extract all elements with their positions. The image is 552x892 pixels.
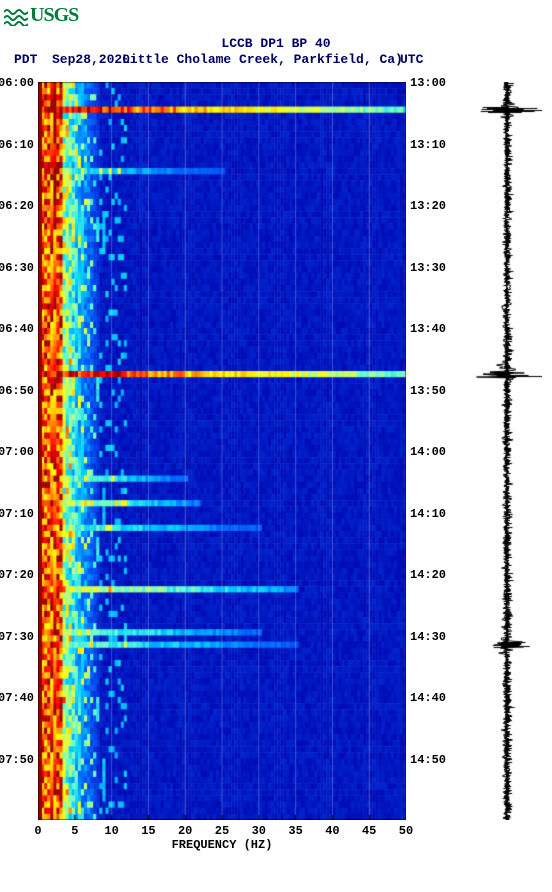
location: Little Cholame Creek, Parkfield, Ca) bbox=[122, 52, 403, 67]
date: Sep28,2020 bbox=[52, 52, 130, 67]
y-label-left: 07:00 bbox=[0, 445, 34, 459]
x-tick-label: 25 bbox=[215, 824, 229, 838]
y-label-right: 13:10 bbox=[410, 138, 446, 152]
y-label-right: 14:40 bbox=[410, 691, 446, 705]
y-label-left: 07:40 bbox=[0, 691, 34, 705]
y-label-right: 14:30 bbox=[410, 630, 446, 644]
waveform-area bbox=[472, 82, 542, 820]
y-label-left: 06:40 bbox=[0, 322, 34, 336]
x-tick-label: 45 bbox=[362, 824, 376, 838]
x-tick-label: 0 bbox=[34, 824, 41, 838]
y-label-left: 07:30 bbox=[0, 630, 34, 644]
y-label-right: 13:30 bbox=[410, 261, 446, 275]
chart-title: LCCB DP1 BP 40 bbox=[0, 36, 552, 51]
spectrogram-canvas bbox=[38, 82, 406, 820]
x-tick-label: 15 bbox=[141, 824, 155, 838]
logo-text: USGS bbox=[30, 4, 78, 27]
y-label-left: 06:10 bbox=[0, 138, 34, 152]
y-label-left: 06:00 bbox=[0, 76, 34, 90]
y-label-right: 14:50 bbox=[410, 753, 446, 767]
y-label-right: 13:50 bbox=[410, 384, 446, 398]
x-tick-label: 50 bbox=[399, 824, 413, 838]
y-label-right: 13:20 bbox=[410, 199, 446, 213]
y-label-left: 07:20 bbox=[0, 568, 34, 582]
waveform-canvas bbox=[472, 82, 542, 820]
usgs-logo: USGS bbox=[4, 4, 78, 27]
y-label-left: 07:10 bbox=[0, 507, 34, 521]
x-tick-label: 30 bbox=[252, 824, 266, 838]
logo-waves-icon bbox=[4, 6, 28, 26]
y-label-right: 14:20 bbox=[410, 568, 446, 582]
y-label-right: 13:40 bbox=[410, 322, 446, 336]
y-label-right: 14:10 bbox=[410, 507, 446, 521]
x-axis-title: FREQUENCY (HZ) bbox=[172, 838, 273, 852]
tz-left: PDT bbox=[14, 52, 37, 67]
y-label-right: 14:00 bbox=[410, 445, 446, 459]
y-label-left: 07:50 bbox=[0, 753, 34, 767]
y-label-right: 13:00 bbox=[410, 76, 446, 90]
tz-right: UTC bbox=[400, 52, 423, 67]
y-label-left: 06:30 bbox=[0, 261, 34, 275]
y-label-left: 06:50 bbox=[0, 384, 34, 398]
spectrogram-area bbox=[38, 82, 406, 820]
x-tick-label: 5 bbox=[71, 824, 78, 838]
y-label-left: 06:20 bbox=[0, 199, 34, 213]
x-tick-label: 20 bbox=[178, 824, 192, 838]
x-tick-label: 10 bbox=[104, 824, 118, 838]
x-tick-label: 35 bbox=[288, 824, 302, 838]
x-tick-label: 40 bbox=[325, 824, 339, 838]
